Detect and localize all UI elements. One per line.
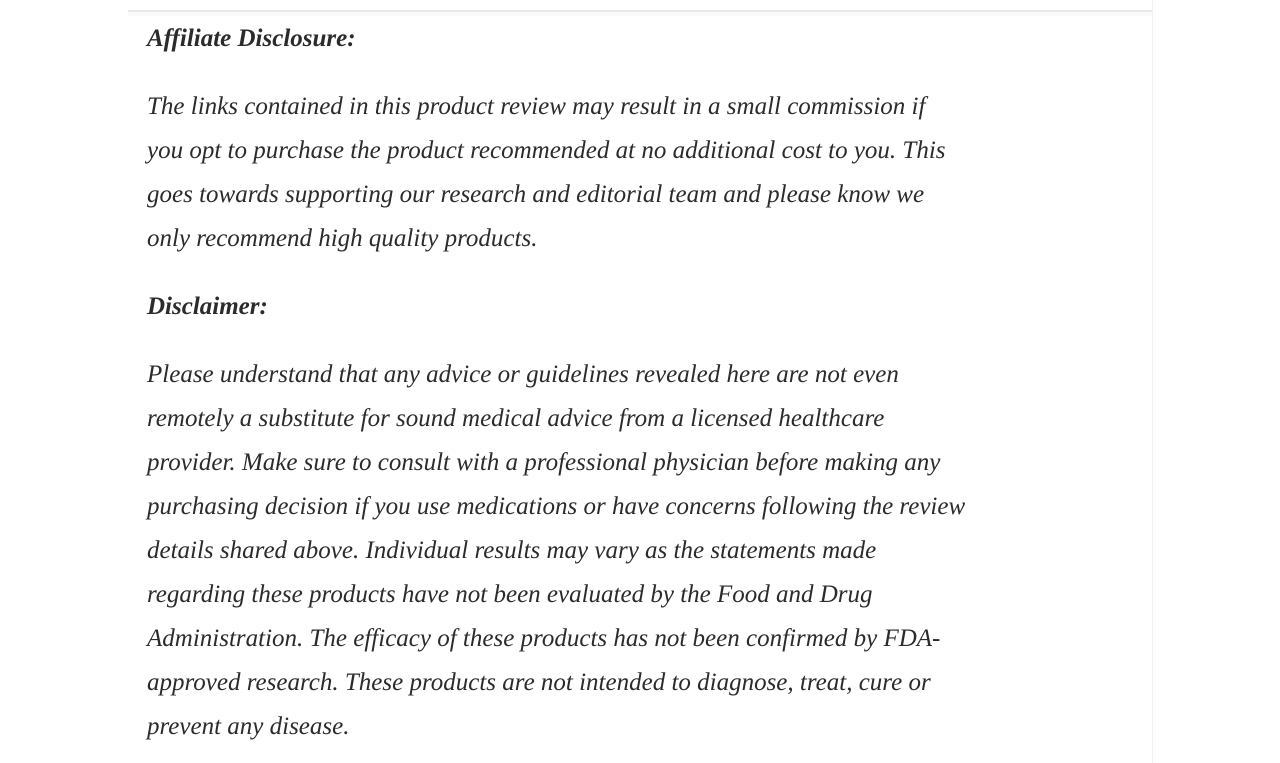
content-column-divider xyxy=(1152,0,1153,763)
disclaimer-heading: Disclaimer: xyxy=(147,293,268,320)
affiliate-disclosure-heading: Affiliate Disclosure: xyxy=(147,25,356,52)
affiliate-disclosure-paragraph: The links contained in this product revi… xyxy=(147,93,946,252)
disclaimer-paragraph: Please understand that any advice or gui… xyxy=(147,361,966,740)
disclosure-section: Affiliate Disclosure: The links containe… xyxy=(147,17,1155,763)
top-divider xyxy=(128,10,1152,16)
